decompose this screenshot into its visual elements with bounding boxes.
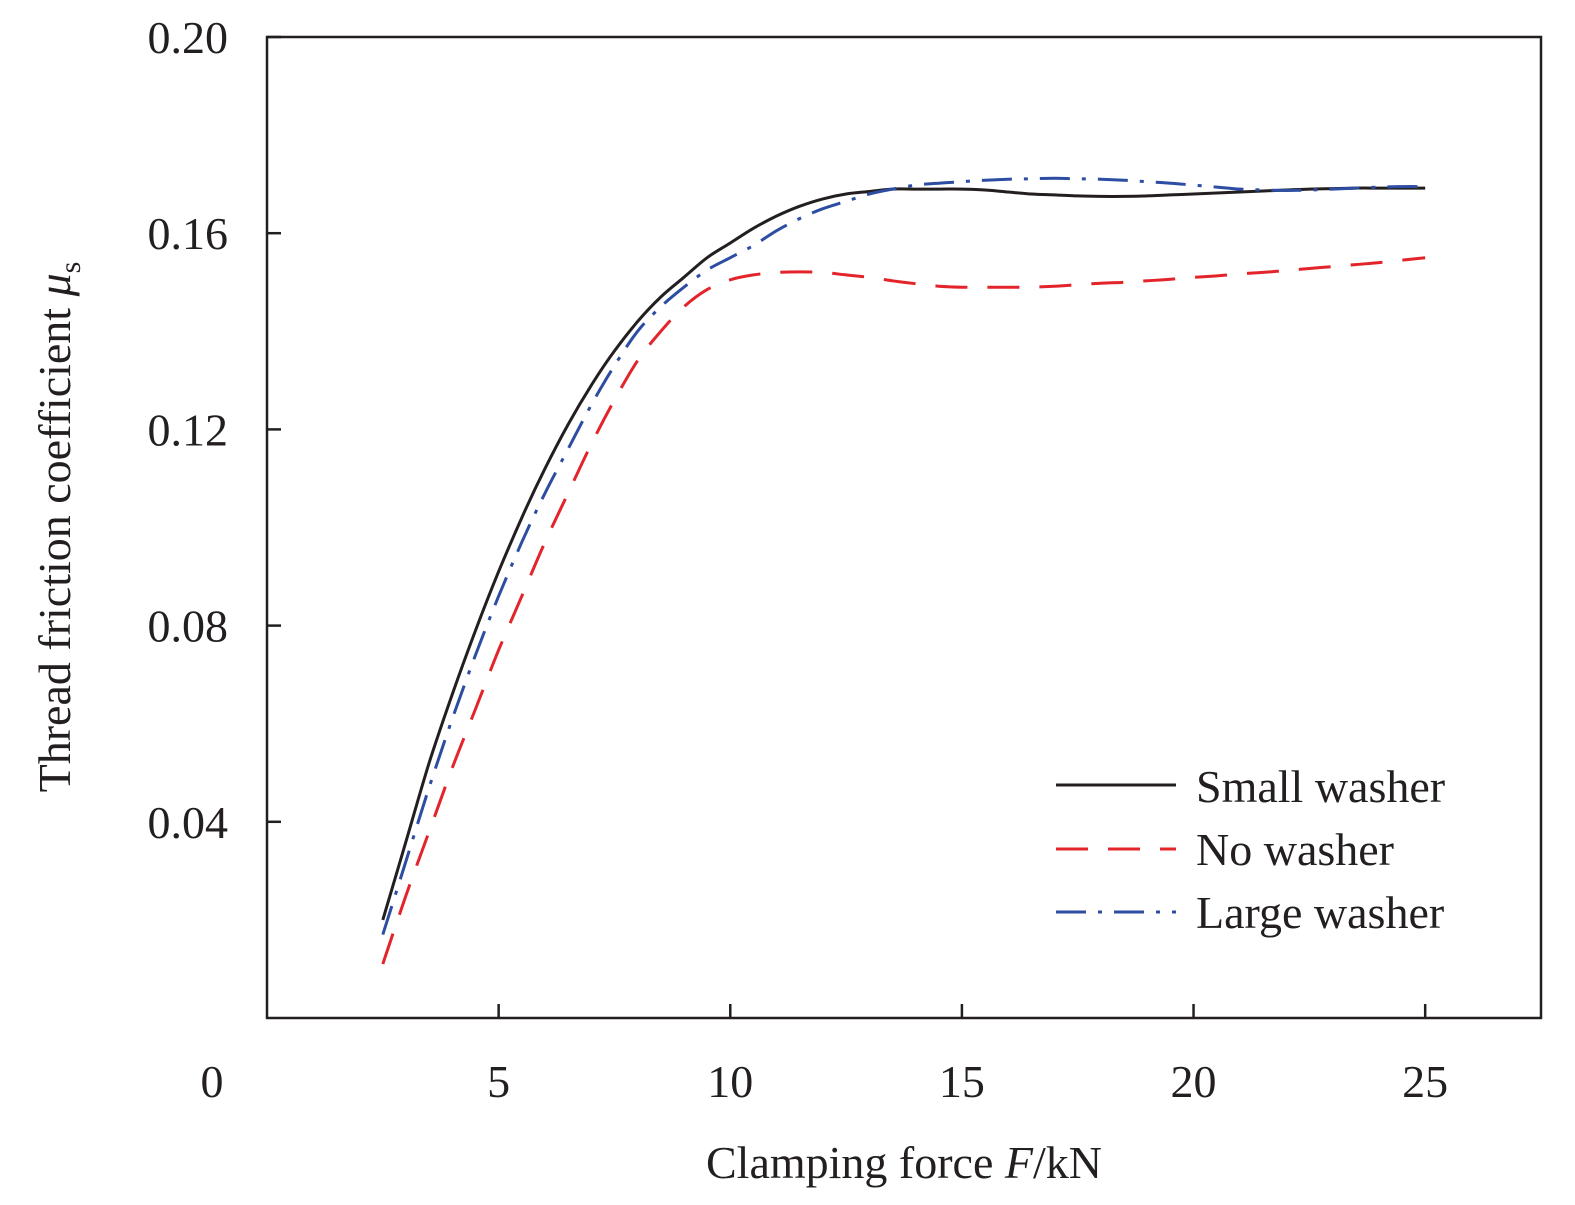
legend: Small washer No washer Large washer <box>1056 761 1445 938</box>
legend-label-large-washer: Large washer <box>1196 887 1444 938</box>
y-axis-title-variable: μ <box>29 273 80 297</box>
legend-label-small-washer: Small washer <box>1196 761 1445 812</box>
y-tick-label: 0.16 <box>148 208 229 259</box>
y-tick-label: 0.08 <box>148 601 229 652</box>
y-tick-label: 0.04 <box>148 797 229 848</box>
x-axis-title: Clamping force F/kN <box>706 1137 1102 1188</box>
x-tick-label: 20 <box>1171 1056 1217 1107</box>
x-axis-title-unit: /kN <box>1033 1137 1102 1188</box>
x-axis-title-prefix: Clamping force <box>706 1137 1005 1188</box>
x-tick-label: 15 <box>939 1056 985 1107</box>
x-tick-label: 5 <box>487 1056 510 1107</box>
y-axis-title-prefix: Thread friction coefficient <box>29 296 80 792</box>
x-axis-title-variable: F <box>1004 1137 1034 1188</box>
legend-label-no-washer: No washer <box>1196 824 1394 875</box>
labels-layer: 5 10 15 20 25 0 0.04 0.08 0.12 0.16 0.20 <box>148 12 1449 1107</box>
y-tick-label: 0.20 <box>148 12 229 63</box>
plot-frame <box>265 35 1543 1020</box>
ticks-layer <box>267 35 1427 1018</box>
y-axis-title: Thread friction coefficient μs <box>29 262 87 793</box>
y-axis-title-subscript: s <box>54 262 87 274</box>
series-line-large-washer <box>381 176 1426 936</box>
series-layer <box>381 176 1426 965</box>
x-tick-label: 10 <box>707 1056 753 1107</box>
y-tick-label: 0.12 <box>148 404 229 455</box>
series-line-no-washer <box>381 256 1426 965</box>
origin-tick-label: 0 <box>201 1056 224 1107</box>
x-tick-label: 25 <box>1402 1056 1448 1107</box>
